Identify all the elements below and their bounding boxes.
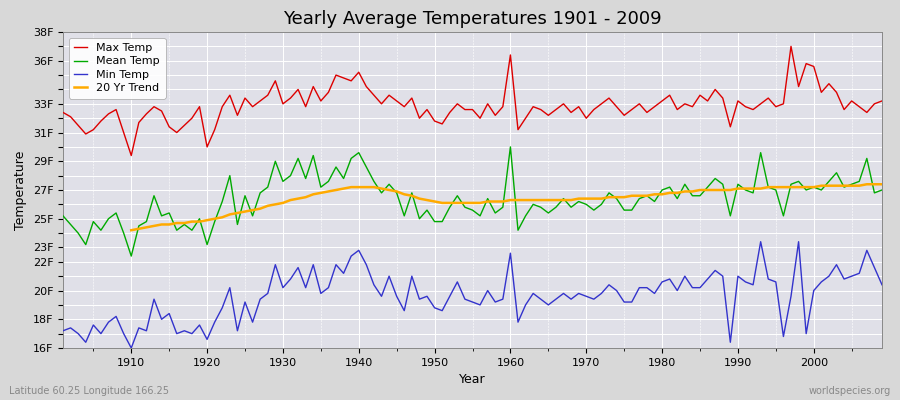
20 Yr Trend — [573, 196, 584, 201]
Mean Temp — [505, 144, 516, 149]
20 Yr Trend — [270, 202, 281, 207]
Mean Temp — [118, 231, 129, 236]
Max Temp — [786, 44, 796, 49]
Mean Temp — [292, 156, 303, 161]
Min Temp — [604, 282, 615, 287]
Min Temp — [505, 251, 516, 256]
Line: Min Temp: Min Temp — [63, 242, 882, 348]
20 Yr Trend — [301, 195, 311, 200]
Max Temp — [513, 127, 524, 132]
Max Temp — [604, 96, 615, 100]
Min Temp — [126, 346, 137, 350]
20 Yr Trend — [513, 198, 524, 202]
Mean Temp — [338, 176, 349, 181]
Text: Latitude 60.25 Longitude 166.25: Latitude 60.25 Longitude 166.25 — [9, 386, 169, 396]
Min Temp — [292, 265, 303, 270]
Mean Temp — [513, 228, 524, 233]
Max Temp — [58, 110, 68, 115]
Mean Temp — [877, 188, 887, 192]
Y-axis label: Temperature: Temperature — [14, 150, 27, 230]
Legend: Max Temp, Mean Temp, Min Temp, 20 Yr Trend: Max Temp, Mean Temp, Min Temp, 20 Yr Tre… — [68, 38, 166, 99]
Line: Max Temp: Max Temp — [63, 46, 882, 156]
Mean Temp — [58, 214, 68, 218]
20 Yr Trend — [877, 182, 887, 187]
Mean Temp — [126, 254, 137, 258]
X-axis label: Year: Year — [459, 373, 486, 386]
Max Temp — [292, 87, 303, 92]
Max Temp — [126, 153, 137, 158]
Mean Temp — [520, 214, 531, 218]
Min Temp — [513, 320, 524, 324]
Max Temp — [505, 52, 516, 57]
Mean Temp — [611, 196, 622, 201]
Max Temp — [877, 98, 887, 103]
Max Temp — [118, 130, 129, 135]
Text: worldspecies.org: worldspecies.org — [809, 386, 891, 396]
Max Temp — [338, 76, 349, 80]
Min Temp — [877, 282, 887, 287]
Min Temp — [58, 328, 68, 333]
Line: 20 Yr Trend: 20 Yr Trend — [131, 184, 882, 230]
Min Temp — [338, 271, 349, 276]
Min Temp — [755, 239, 766, 244]
20 Yr Trend — [839, 183, 850, 188]
Title: Yearly Average Temperatures 1901 - 2009: Yearly Average Temperatures 1901 - 2009 — [284, 10, 662, 28]
20 Yr Trend — [861, 182, 872, 187]
Line: Mean Temp: Mean Temp — [63, 147, 882, 256]
Min Temp — [118, 331, 129, 336]
20 Yr Trend — [126, 228, 137, 233]
20 Yr Trend — [816, 183, 827, 188]
